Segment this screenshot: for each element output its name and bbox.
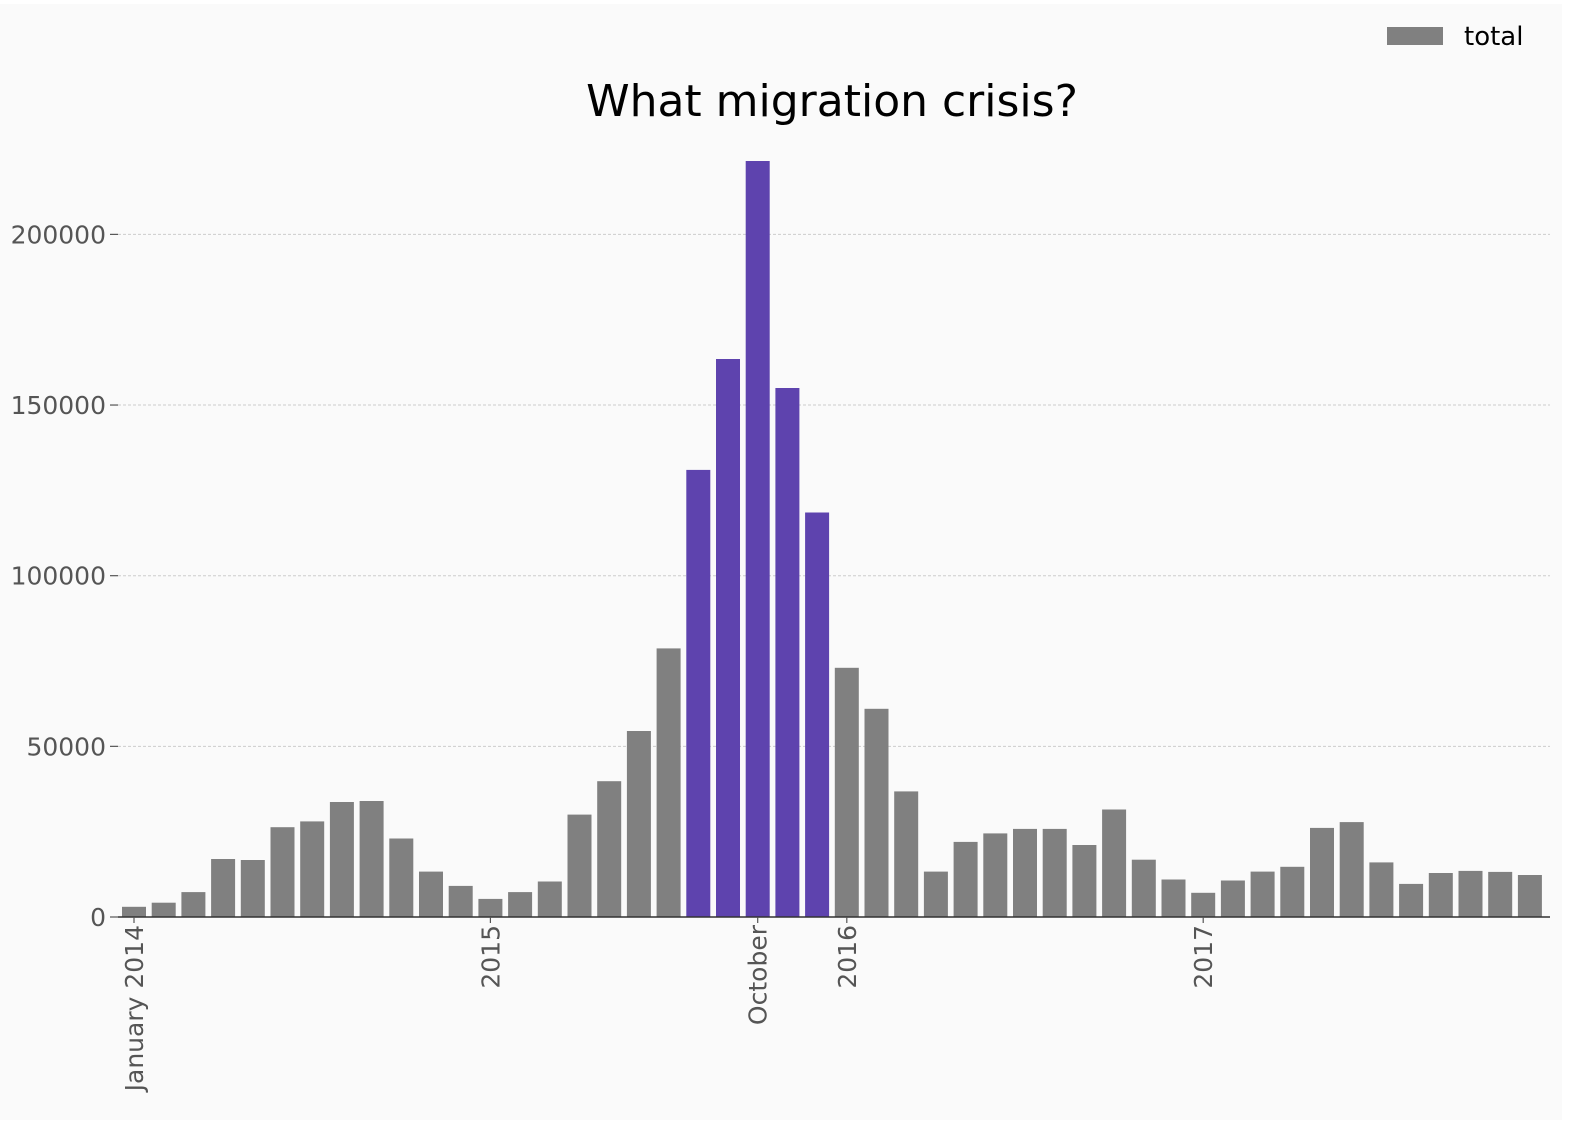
bar: [1428, 873, 1453, 917]
legend: total: [1387, 22, 1523, 52]
bar: [567, 814, 592, 917]
x-tick-label: October: [744, 924, 773, 1025]
bar: [151, 902, 176, 917]
bar: [597, 781, 622, 917]
bar: [1369, 862, 1394, 917]
bar: [1399, 883, 1424, 917]
x-tick-label: 2015: [476, 925, 505, 989]
bar: [122, 906, 146, 917]
gridlines: [118, 233, 1550, 747]
bar: [1250, 871, 1275, 917]
bar: [1458, 870, 1483, 917]
bar: [270, 827, 295, 917]
y-axis: 0 50000 100000 150000 200000: [11, 220, 118, 932]
bar: [329, 802, 354, 917]
bar: [626, 731, 651, 917]
bar: [953, 841, 978, 917]
y-tick-label: 100000: [11, 562, 106, 591]
x-tick-label: 2017: [1189, 925, 1218, 989]
bar: [1131, 859, 1156, 917]
x-tick-label: 2016: [833, 925, 862, 989]
y-tick-label: 150000: [11, 391, 106, 420]
chart-title: What migration crisis?: [586, 76, 1078, 127]
bar: [1339, 822, 1364, 917]
bar: [1488, 871, 1513, 917]
y-tick-label: 0: [90, 903, 106, 932]
bar: [211, 859, 236, 917]
x-tick-label: January 2014: [120, 925, 149, 1093]
y-tick-label: 50000: [26, 732, 106, 761]
bar: [359, 801, 384, 917]
bar: [1280, 866, 1305, 917]
bar: [864, 708, 889, 917]
bar: [389, 838, 414, 917]
bar: [1102, 809, 1127, 917]
bar: [300, 821, 325, 917]
bar: [983, 833, 1008, 917]
bar: [716, 359, 740, 917]
bar: [686, 469, 711, 917]
bar: [894, 791, 919, 917]
bar: [923, 871, 948, 917]
bar: [1310, 827, 1334, 917]
bar: [656, 648, 681, 917]
bar: [419, 871, 443, 917]
y-tick-label: 200000: [11, 220, 106, 249]
bars: [122, 161, 1542, 917]
bar: [1013, 828, 1037, 917]
bar: [805, 512, 830, 917]
bar: [1220, 880, 1245, 917]
bar: [478, 898, 503, 917]
bar: [1517, 875, 1542, 917]
bar: [537, 881, 562, 917]
legend-label-total: total: [1464, 22, 1523, 52]
bar: [1161, 879, 1186, 917]
bar: [1191, 892, 1216, 917]
bar: [1072, 845, 1097, 917]
legend-swatch-total: [1387, 27, 1443, 45]
bar: [508, 892, 533, 917]
bar: [181, 892, 206, 917]
x-axis: January 2014 2015 October 2016 2017: [120, 917, 1218, 1093]
bar: [240, 860, 265, 917]
bar: [448, 885, 473, 917]
bar: [1042, 828, 1067, 917]
bar: [745, 161, 770, 917]
bar: [775, 388, 800, 917]
bar: [834, 667, 859, 917]
